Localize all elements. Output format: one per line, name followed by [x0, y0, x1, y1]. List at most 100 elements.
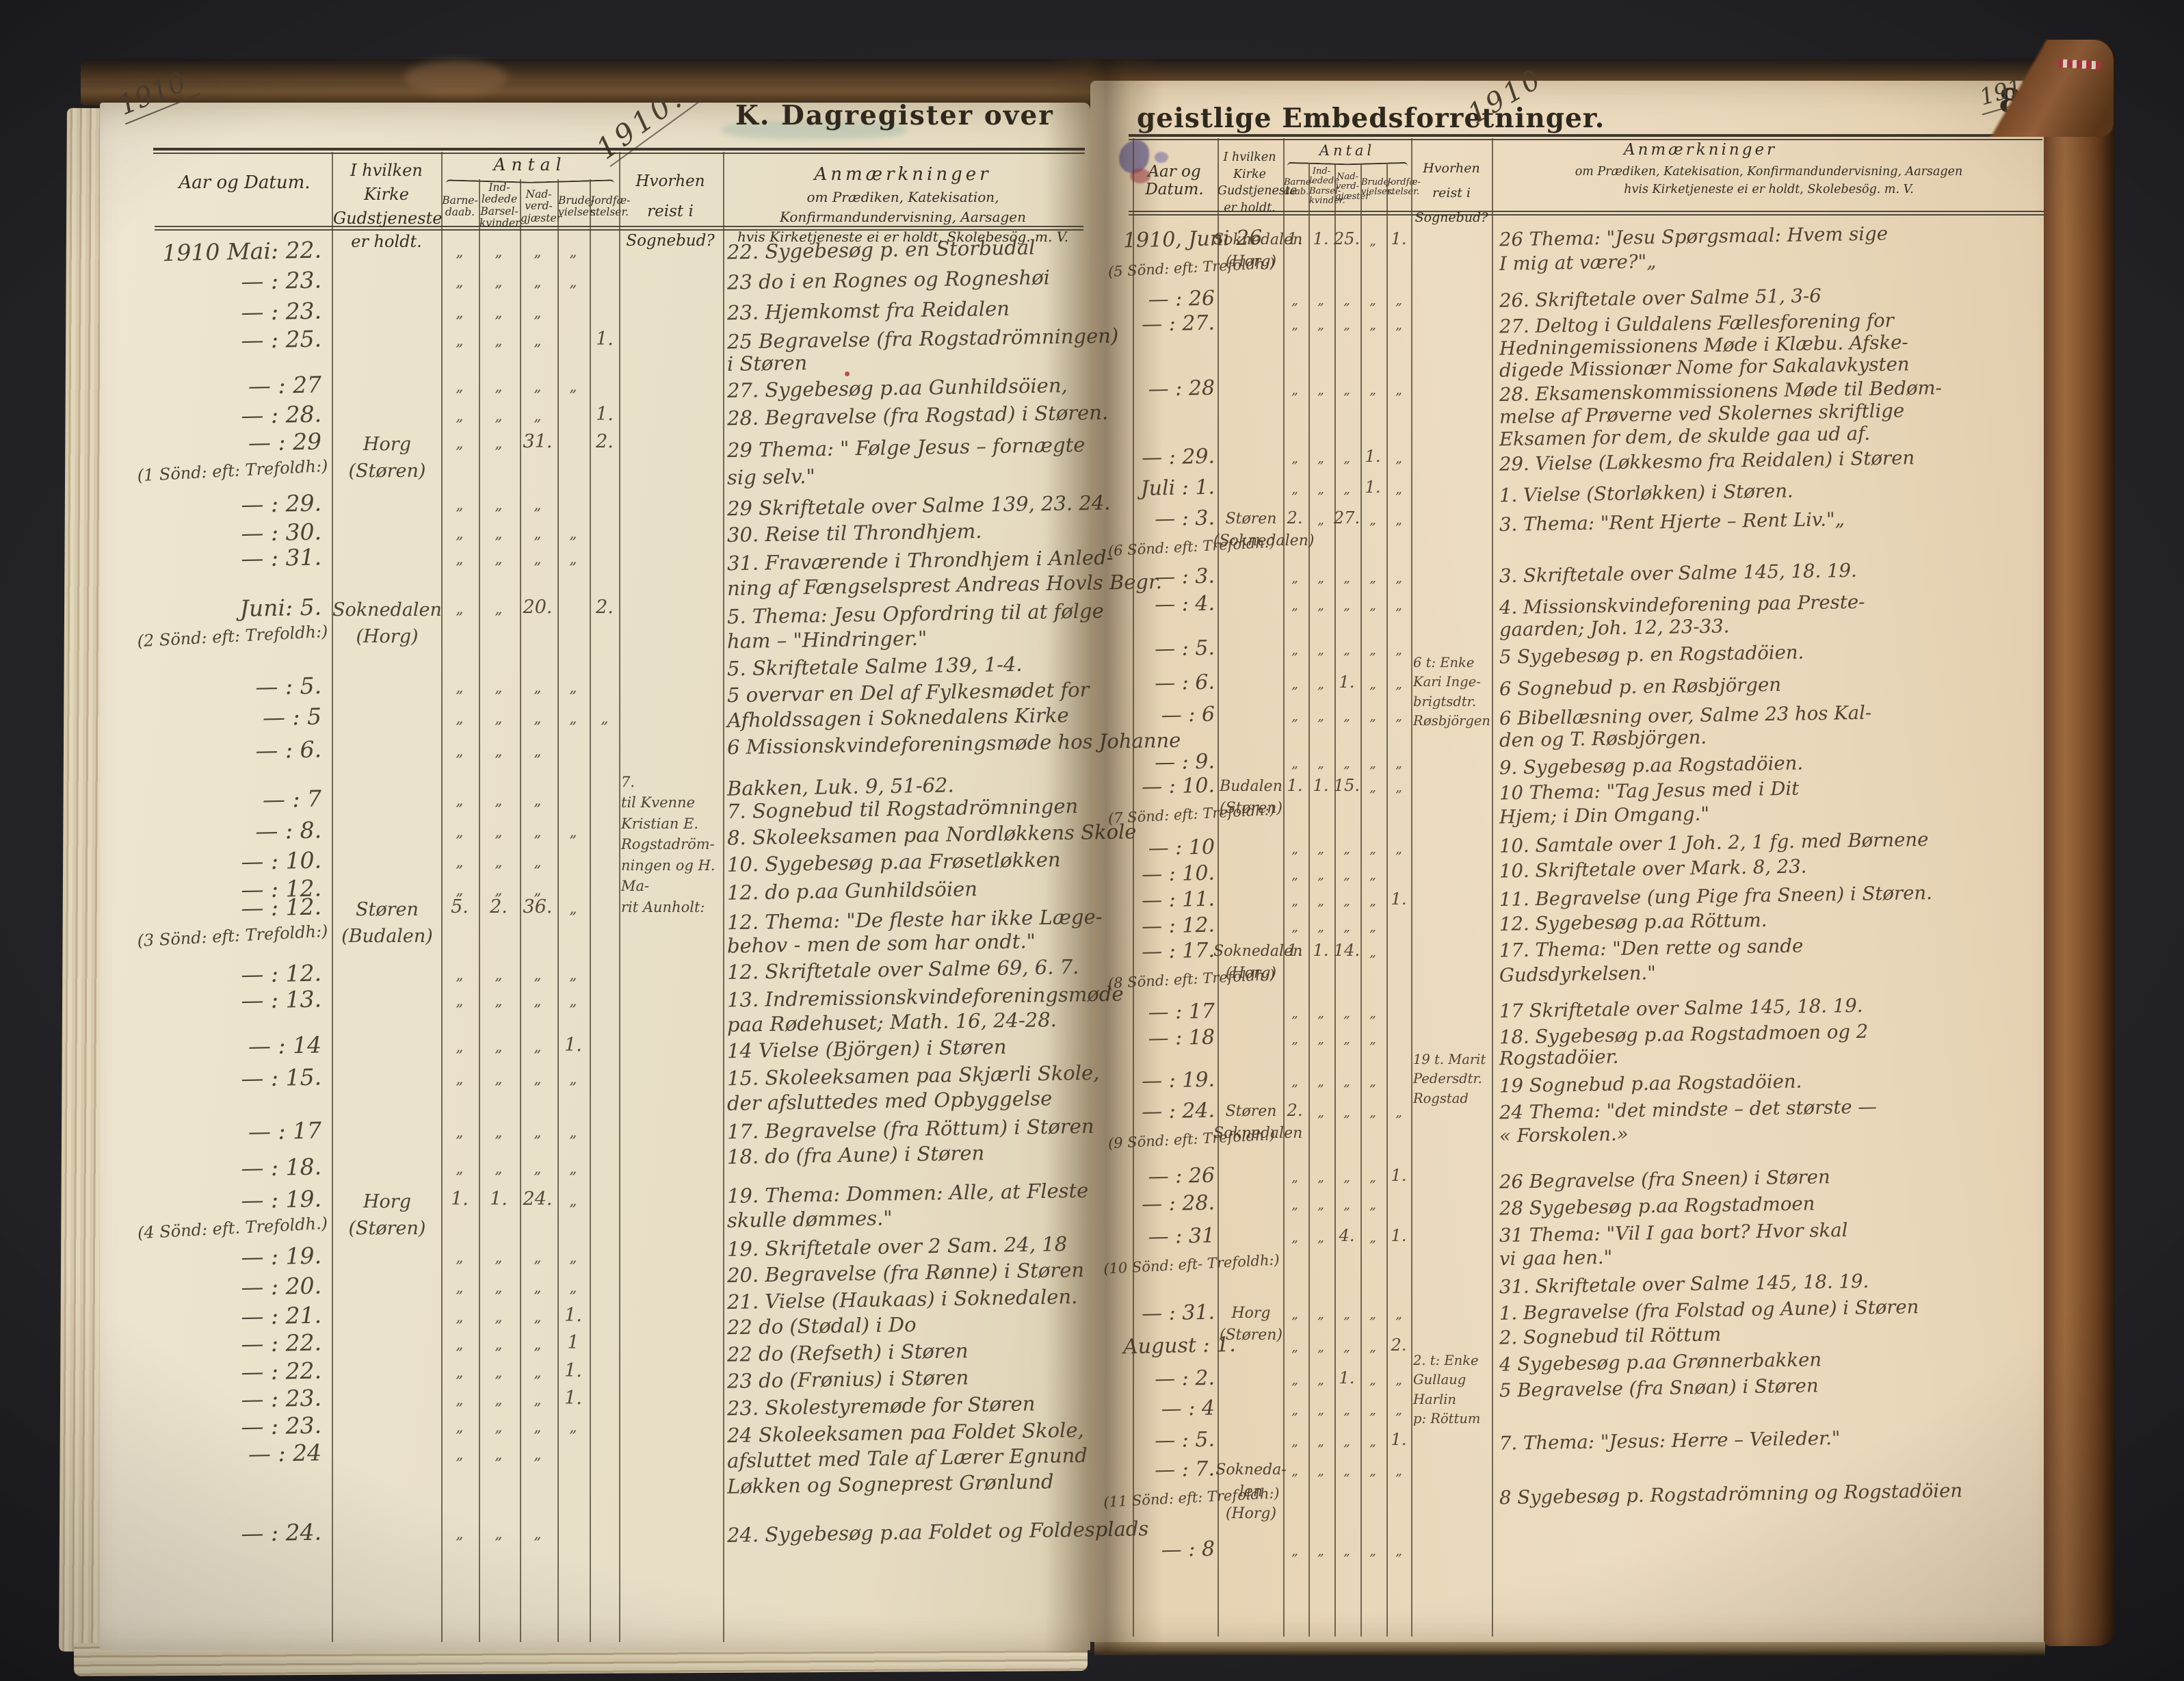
- entry-remark: 5. Skriftetale Salme 139, 1-4.: [726, 652, 1023, 681]
- ditto-mark: „: [534, 967, 542, 983]
- ditto-mark: „: [495, 710, 503, 727]
- entry-count: 2.: [1391, 1335, 1407, 1355]
- entry-date: — : 24.: [240, 1518, 322, 1547]
- entry-count: 1.: [1391, 889, 1407, 909]
- ditto-mark: „: [569, 710, 577, 727]
- entry-count: 1.: [564, 1360, 582, 1381]
- leather-binding-corner: [1962, 40, 2114, 137]
- ditto-mark: „: [601, 710, 609, 727]
- ditto-mark: „: [534, 1336, 542, 1353]
- ditto-mark: „: [569, 378, 577, 395]
- column-header-church: I hvilken Kirke Gudstjeneste er holdt.: [333, 161, 443, 252]
- column-header-jordfestelser: Jordfæ- stelser.: [590, 194, 631, 219]
- ditto-mark: „: [456, 1309, 464, 1325]
- entry-count: 2.: [596, 431, 614, 452]
- entry-date: August : 1.: [1122, 1332, 1237, 1359]
- entry-remark: vi gaa hen.": [1499, 1246, 1613, 1270]
- ditto-mark: „: [456, 435, 464, 452]
- entry-date: — : 12.: [240, 893, 322, 922]
- entry-date: — : 18: [1148, 1025, 1215, 1051]
- entry-count: 1.: [596, 328, 614, 350]
- table-column-line: [479, 179, 480, 1642]
- entry-date: — : 13.: [240, 985, 322, 1014]
- ditto-mark: „: [456, 792, 464, 809]
- entry-date: — : 28.: [240, 400, 322, 429]
- ditto-mark: „: [495, 408, 503, 424]
- ditto-mark: „: [569, 900, 577, 917]
- column-header-brudevielser: Brude- vielser.: [558, 194, 596, 219]
- ditto-mark: „: [1395, 842, 1402, 857]
- ditto-mark: „: [534, 378, 542, 395]
- column-header-anmerkninger: Anmærkninger: [814, 164, 992, 185]
- ditto-mark: „: [495, 743, 503, 759]
- column-header-church: I hvilken Kirke Gudstjeneste er holdt.: [1218, 151, 1298, 215]
- ditto-mark: „: [495, 304, 503, 321]
- entry-date: — : 26: [1148, 1163, 1215, 1189]
- ditto-mark: „: [534, 1249, 542, 1266]
- ditto-mark: „: [569, 1419, 577, 1435]
- ditto-mark: „: [456, 497, 464, 513]
- ditto-mark: „: [534, 1160, 542, 1177]
- entry-date: — : 19.: [240, 1242, 322, 1270]
- ditto-mark: „: [495, 378, 503, 395]
- ditto-mark: „: [456, 1279, 464, 1296]
- ditto-mark: „: [456, 1039, 464, 1055]
- entry-remark: Hjem; i Din Omgang.": [1499, 803, 1710, 829]
- entry-date: — : 9.: [1154, 749, 1215, 775]
- entry-count: 1.: [1391, 229, 1407, 248]
- ditto-mark: „: [569, 1071, 577, 1087]
- ditto-mark: „: [534, 792, 542, 809]
- entry-remark: gaarden; Joh. 12, 23-33.: [1499, 615, 1730, 641]
- ditto-mark: „: [534, 743, 542, 759]
- ditto-mark: „: [1369, 1032, 1376, 1047]
- ditto-mark: „: [534, 551, 542, 567]
- ditto-mark: „: [456, 333, 464, 349]
- ditto-mark: „: [569, 244, 577, 260]
- ditto-mark: „: [534, 1392, 542, 1408]
- entry-remark: 22 do (Refseth) i Støren: [726, 1339, 969, 1366]
- entry-remark: i Støren: [726, 351, 808, 376]
- ditto-mark: „: [456, 408, 464, 424]
- entry-church: Soknedalen (Horg): [1213, 943, 1303, 982]
- entry-date: — : 10.: [240, 846, 322, 875]
- entry-count: 1.: [564, 1305, 582, 1326]
- entry-church: Sokneda- len (Horg): [1215, 1461, 1287, 1522]
- ditto-mark: „: [495, 435, 503, 452]
- ditto-mark: „: [534, 1124, 542, 1141]
- ditto-mark: „: [495, 551, 503, 567]
- entry-church: Støren Soknedalen: [1213, 1103, 1303, 1142]
- ditto-mark: „: [495, 1039, 503, 1055]
- entry-date: — : 19.: [1141, 1067, 1215, 1093]
- column-header-jordfestelser: Jordfæ- stelser.: [1387, 177, 1421, 198]
- entry-count: 36.: [523, 896, 553, 917]
- ditto-mark: „: [456, 710, 464, 727]
- ditto-mark: „: [1395, 677, 1402, 692]
- entry-remark: 12. Sygebesøg p.aa Röttum.: [1499, 909, 1767, 936]
- ditto-mark: „: [495, 993, 503, 1009]
- ditto-mark: „: [1395, 709, 1402, 724]
- table-column-line: [1218, 138, 1219, 1637]
- column-header-brudevielser: Brude- vielser.: [1361, 177, 1393, 198]
- ditto-mark: „: [456, 679, 464, 696]
- ditto-mark: „: [534, 1071, 542, 1087]
- ditto-mark: „: [534, 710, 542, 727]
- entry-church: Soknedalen (Horg): [1213, 231, 1303, 270]
- ditto-mark: „: [534, 274, 542, 290]
- entry-date: — : 20.: [240, 1272, 322, 1301]
- entry-date: — : 8: [1161, 1537, 1215, 1563]
- ditto-mark: „: [495, 854, 503, 870]
- entry-date: — : 18.: [240, 1153, 322, 1182]
- entry-date: — : 23.: [240, 1384, 322, 1413]
- ditto-mark: „: [569, 1279, 577, 1296]
- ditto-mark: „: [569, 525, 577, 542]
- ditto-mark: „: [495, 1249, 503, 1266]
- ditto-mark: „: [534, 244, 542, 260]
- entry-date: — : 29.: [1141, 444, 1215, 470]
- ditto-mark: „: [534, 333, 542, 349]
- ditto-mark: „: [534, 497, 542, 513]
- ditto-mark: „: [495, 1392, 503, 1408]
- entry-date: — : 10.: [1141, 861, 1215, 887]
- entry-date: — : 27.: [1141, 311, 1215, 337]
- entry-date: — : 19.: [240, 1185, 322, 1214]
- ditto-mark: „: [1369, 1074, 1376, 1089]
